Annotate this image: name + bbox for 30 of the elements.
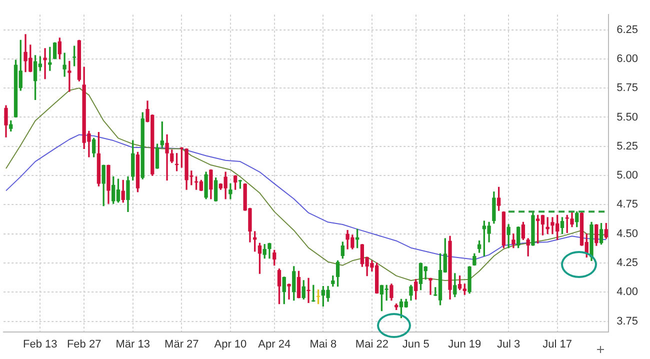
y-tick-label: 5.50 xyxy=(616,111,638,124)
x-tick-label: Jul 17 xyxy=(542,338,572,350)
y-tick-label: 5.75 xyxy=(616,82,638,94)
candlestick xyxy=(165,134,169,181)
y-tick-label: 5.25 xyxy=(616,140,638,152)
y-tick-label: 4.25 xyxy=(616,257,638,270)
candlestick xyxy=(62,52,66,77)
x-tick-label: Jun 19 xyxy=(448,338,482,350)
candlestick xyxy=(428,278,432,295)
x-tick-label: Jul 3 xyxy=(496,338,520,350)
candlestick xyxy=(287,284,291,300)
y-tick-label: 3.75 xyxy=(616,315,638,328)
y-tick-label: 4.50 xyxy=(616,228,638,240)
x-tick-label: Jun 5 xyxy=(402,338,430,350)
x-tick-label: Feb 27 xyxy=(66,338,102,350)
x-tick-label: Mai 22 xyxy=(355,338,388,350)
x-tick-label: Mär 27 xyxy=(164,338,199,350)
candlestick xyxy=(68,60,72,92)
x-tick-label: Mär 13 xyxy=(116,338,150,350)
candlestick xyxy=(43,48,47,80)
x-tick-label: Mai 8 xyxy=(310,338,337,350)
x-tick-label: Apr 24 xyxy=(258,338,291,350)
y-tick-label: 5.00 xyxy=(616,170,638,182)
candlestick xyxy=(306,278,310,303)
x-tick-label: Apr 10 xyxy=(214,338,247,350)
x-tick-label: Feb 13 xyxy=(23,338,58,350)
y-tick-label: 6.25 xyxy=(616,24,638,36)
y-tick-label: 4.75 xyxy=(616,198,638,211)
y-tick-label: 4.00 xyxy=(616,286,638,298)
y-tick-label: 6.00 xyxy=(616,52,638,65)
